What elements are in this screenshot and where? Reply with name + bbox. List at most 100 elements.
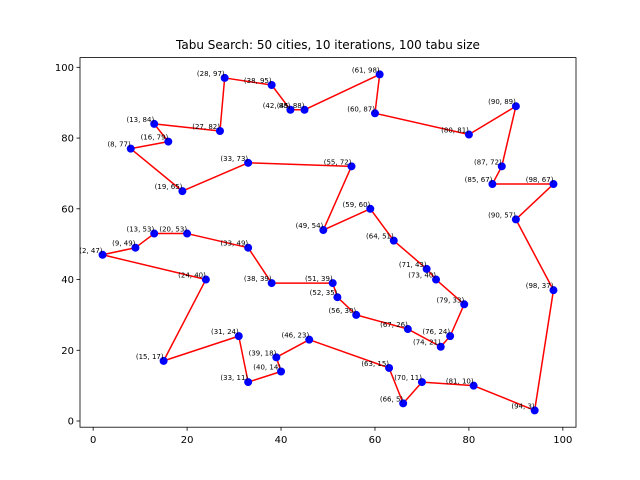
y-tick-label: 0	[68, 417, 74, 428]
city-labels: (28, 97) (38, 95) (42, 88)(45, 88) (61, 98)…	[79, 66, 553, 410]
city-label: (87, 72)	[474, 158, 502, 166]
route-segment	[186, 232, 249, 249]
city-point	[511, 102, 520, 111]
city-point	[159, 356, 168, 365]
city-point	[220, 73, 229, 82]
route-segment	[322, 166, 353, 231]
city-label: (52, 35)	[310, 289, 338, 297]
city-label: (33, 73)	[220, 155, 248, 163]
city-point	[352, 310, 361, 319]
route-segment	[374, 74, 381, 114]
route-segment	[393, 240, 428, 270]
city-label: (51, 39)	[305, 275, 333, 283]
city-label: (33, 11)	[220, 374, 248, 382]
city-label: (60, 87)	[347, 105, 375, 113]
city-point	[464, 130, 473, 139]
city-label: (27, 82)	[192, 123, 220, 131]
route-segment	[369, 208, 395, 242]
route-segment	[308, 338, 390, 369]
route-segment	[421, 381, 474, 387]
city-label: (63, 15)	[361, 360, 389, 368]
route-segment	[449, 303, 465, 337]
city-point	[244, 158, 253, 167]
city-label: (45, 88)	[277, 102, 305, 110]
city-point	[131, 243, 140, 252]
route-segment	[473, 384, 535, 412]
city-point	[164, 137, 173, 146]
route-segment	[248, 162, 352, 168]
chart-title: Tabu Search: 50 cities, 10 iterations, 1…	[175, 38, 480, 52]
city-point	[333, 293, 342, 302]
city-point	[347, 162, 356, 171]
city-label: (28, 97)	[197, 70, 225, 78]
route-line	[102, 73, 555, 412]
city-label: (56, 30)	[328, 307, 356, 315]
city-point	[497, 162, 506, 171]
city-point	[469, 381, 478, 390]
x-tick-label: 80	[463, 435, 476, 446]
x-tick-label: 60	[369, 435, 382, 446]
city-label: (90, 57)	[488, 211, 516, 219]
city-label: (31, 24)	[211, 328, 239, 336]
city-label: (42, 88)	[263, 102, 291, 110]
city-point	[277, 367, 286, 376]
y-tick-label: 100	[55, 63, 74, 74]
city-point	[98, 250, 107, 259]
city-point	[422, 264, 431, 273]
city-point	[215, 126, 224, 135]
city-point	[549, 286, 558, 295]
route-segment	[388, 367, 404, 404]
city-label: (73, 40)	[408, 272, 436, 280]
city-label: (33, 49)	[220, 240, 248, 248]
city-label: (61, 98)	[352, 66, 380, 74]
city-point	[201, 275, 210, 284]
city-label: (49, 54)	[296, 222, 324, 230]
city-label: (19, 65)	[155, 183, 183, 191]
city-point	[319, 226, 328, 235]
city-label: (9, 49)	[112, 240, 136, 248]
city-label: (79, 33)	[436, 296, 464, 304]
y-tick-label: 60	[61, 204, 74, 215]
city-point	[530, 406, 539, 415]
route-segment	[435, 278, 465, 305]
city-label: (13, 53)	[126, 226, 154, 234]
city-point	[366, 204, 375, 213]
city-point	[436, 342, 445, 351]
route-segment	[468, 105, 517, 136]
city-point	[244, 378, 253, 387]
route-segment	[162, 279, 207, 362]
y-tick-label: 20	[61, 346, 74, 357]
route-segment	[501, 106, 517, 167]
plot-frame	[79, 57, 577, 428]
city-label: (20, 53)	[159, 226, 187, 234]
route-segment	[224, 77, 272, 86]
city-label: (8, 77)	[107, 141, 131, 149]
city-label: (98, 37)	[526, 282, 554, 290]
city-label: (2, 47)	[79, 247, 103, 255]
city-point	[403, 325, 412, 334]
city-point	[126, 144, 135, 153]
route-segment	[336, 296, 357, 316]
route-segment	[130, 148, 183, 192]
city-label: (74, 21)	[413, 339, 441, 347]
city-point	[385, 363, 394, 372]
route-segment	[402, 381, 423, 404]
city-point	[446, 332, 455, 341]
city-label: (70, 11)	[394, 374, 422, 382]
city-point	[305, 335, 314, 344]
city-point	[234, 332, 243, 341]
x-tick-label: 100	[553, 435, 572, 446]
city-label: (85, 67)	[465, 176, 493, 184]
city-point	[549, 180, 558, 189]
city-label: (59, 60)	[343, 201, 371, 209]
city-point	[460, 300, 469, 309]
city-points	[98, 70, 558, 415]
city-point	[300, 105, 309, 114]
y-tick-label: 80	[61, 134, 74, 145]
x-tick-label: 20	[181, 435, 194, 446]
city-label: (76, 24)	[422, 328, 450, 336]
route-segment	[355, 314, 409, 330]
y-tick-label: 40	[61, 275, 74, 286]
city-point	[370, 109, 379, 118]
route-segment	[130, 140, 169, 150]
